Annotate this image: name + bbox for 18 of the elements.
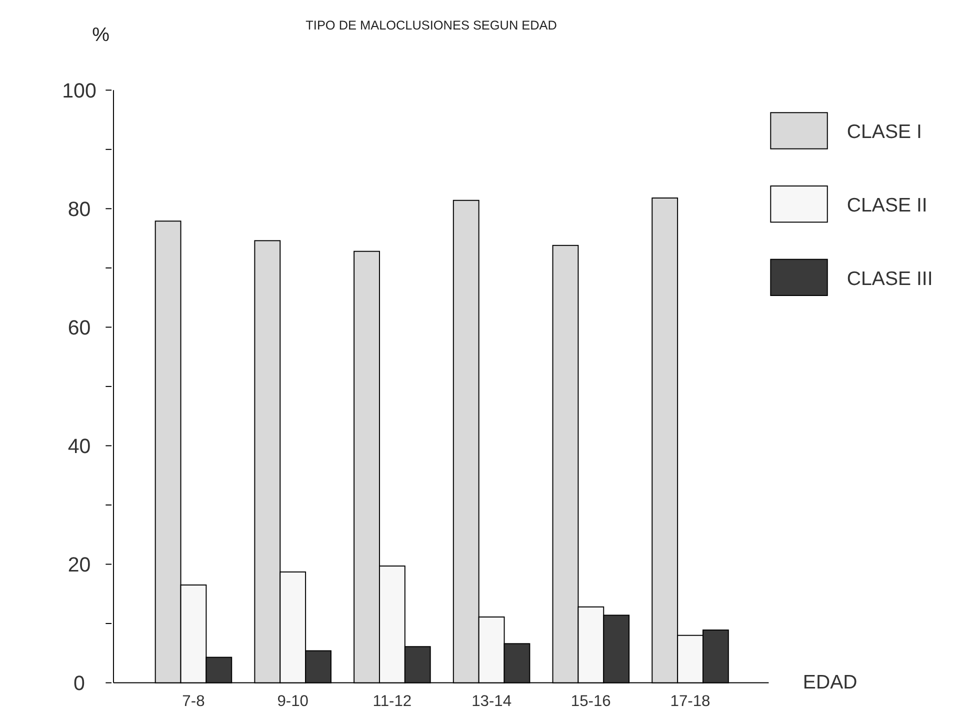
chart-title: TIPO DE MALOCLUSIONES SEGUN EDAD <box>306 18 557 33</box>
x-tick-label: 17-18 <box>670 693 711 710</box>
y-tick-label: 80 <box>68 198 91 221</box>
y-axis-title: % <box>92 24 110 46</box>
x-tick-label: 11-12 <box>372 693 412 710</box>
legend-label: CLASE II <box>846 194 928 216</box>
x-tick-label: 13-14 <box>472 693 512 710</box>
y-tick-label: 100 <box>62 79 96 102</box>
x-tick-label: 7-8 <box>182 693 206 710</box>
y-tick-label: 20 <box>68 553 91 576</box>
y-tick-label: 60 <box>68 316 91 340</box>
x-axis-title: EDAD <box>802 672 858 694</box>
x-tick-label: 9-10 <box>277 693 309 710</box>
y-tick-label: 0 <box>74 672 85 695</box>
x-tick-label: 15-16 <box>570 693 611 710</box>
legend-label: CLASE I <box>846 121 922 144</box>
legend-label: CLASE III <box>846 268 933 290</box>
y-tick-label: 40 <box>68 434 91 458</box>
